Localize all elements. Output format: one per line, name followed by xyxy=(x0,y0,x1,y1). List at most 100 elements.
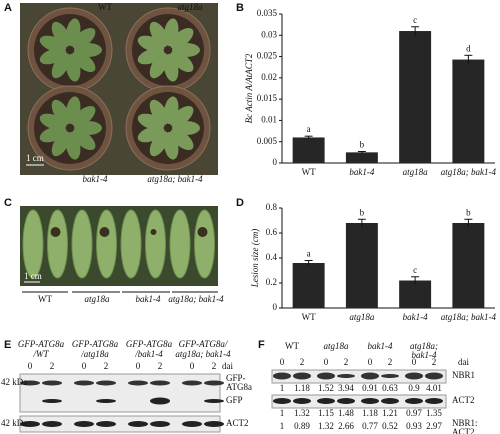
band-quantity: 0.63 xyxy=(382,383,398,393)
lane-label: 0 xyxy=(82,361,87,371)
leaf xyxy=(170,105,194,127)
dai-label: dai xyxy=(222,361,233,371)
blot-header: GFP-ATG8a/ xyxy=(179,339,229,349)
significance-letter: a xyxy=(307,124,311,134)
blot-header: /WT xyxy=(32,349,49,359)
band xyxy=(96,399,116,403)
bar xyxy=(345,152,378,163)
genotype-label: bak1-4 xyxy=(136,294,161,304)
blot-header: GFP-ATG8a xyxy=(126,339,173,349)
leaf xyxy=(170,27,194,49)
leaf xyxy=(51,52,71,79)
band xyxy=(273,398,291,404)
blot-header: bak1-4 xyxy=(368,341,393,351)
band-quantity: 2.97 xyxy=(426,421,442,431)
band xyxy=(96,380,116,386)
y-tick-label: 0.6 xyxy=(266,227,278,237)
leaf xyxy=(51,99,71,126)
lane-label: 2 xyxy=(432,357,437,367)
blot-header: bak1-4 xyxy=(412,350,437,360)
leaf xyxy=(170,129,194,151)
leaf xyxy=(194,209,215,279)
bar xyxy=(399,280,432,308)
leaf xyxy=(120,209,142,279)
y-tick-label: 0.4 xyxy=(266,252,278,262)
lesion xyxy=(150,229,157,235)
y-tick-label: 0.005 xyxy=(257,136,278,146)
blot xyxy=(271,394,447,409)
blot-header: GFP-ATG8a xyxy=(18,339,65,349)
band-label: GFP xyxy=(226,395,243,405)
band xyxy=(405,372,423,380)
scale-label: 1 cm xyxy=(24,271,42,281)
band-label: NBR1: xyxy=(452,418,478,428)
band-label: GFP- xyxy=(226,373,246,383)
lane-label: 0 xyxy=(136,361,141,371)
bar xyxy=(399,31,432,164)
band-quantity: 3.94 xyxy=(338,383,354,393)
band-quantity: 0.9 xyxy=(408,383,420,393)
x-tick-label: WT xyxy=(302,167,316,177)
blot-header: atg18a; xyxy=(410,341,438,351)
band xyxy=(317,398,335,404)
significance-letter: a xyxy=(307,249,311,259)
lane-label: 0 xyxy=(28,361,33,371)
band xyxy=(74,421,94,427)
band xyxy=(150,380,170,386)
lane-label: 2 xyxy=(388,357,393,367)
lane-label: 2 xyxy=(104,361,109,371)
blot-header: WT xyxy=(285,341,299,351)
band xyxy=(405,398,423,404)
band xyxy=(96,421,116,427)
blot-header: /atg18a xyxy=(80,349,109,359)
genotype-label: atg18a xyxy=(84,294,110,304)
band xyxy=(361,372,379,380)
band-quantity: 1.32 xyxy=(294,408,310,418)
band xyxy=(381,398,399,404)
x-tick-label: bak1-4 xyxy=(403,312,428,322)
y-axis-label: Lesion size (cm) xyxy=(250,229,260,289)
band-quantity: 1.18 xyxy=(294,383,310,393)
x-tick-label: bak1-4 xyxy=(349,167,374,177)
band-quantity: 0.77 xyxy=(362,421,378,431)
leaf xyxy=(96,209,117,279)
y-tick-label: 0 xyxy=(273,157,278,167)
blot xyxy=(19,373,221,413)
band-quantity: 1.48 xyxy=(338,408,354,418)
y-tick-label: 0.2 xyxy=(266,277,277,287)
band-quantity: 1.32 xyxy=(318,421,334,431)
band-quantity: 1 xyxy=(280,421,285,431)
bar xyxy=(292,263,325,308)
lesion xyxy=(99,227,110,237)
band xyxy=(42,380,62,386)
leaf xyxy=(39,126,67,143)
y-tick-label: 0.03 xyxy=(261,29,277,39)
blot xyxy=(271,369,447,384)
lane-label: 0 xyxy=(324,357,329,367)
bar xyxy=(345,223,378,308)
y-tick-label: 0.025 xyxy=(257,51,278,61)
band xyxy=(425,372,443,380)
band-quantity: 0.52 xyxy=(382,421,398,431)
leaf xyxy=(72,129,96,151)
band xyxy=(20,421,40,427)
leaf xyxy=(39,48,67,65)
x-tick-label: atg18a; bak1-4 xyxy=(441,167,497,177)
y-tick-label: 0.02 xyxy=(261,72,277,82)
band xyxy=(204,380,224,386)
genotype-label: WT xyxy=(38,294,52,304)
bar xyxy=(452,59,485,163)
band-label: ACT2 xyxy=(226,418,249,428)
lane-label: 2 xyxy=(50,361,55,371)
leaf xyxy=(149,52,169,79)
band xyxy=(128,380,148,386)
band-quantity: 1.15 xyxy=(318,408,334,418)
significance-letter: c xyxy=(413,15,417,25)
band xyxy=(74,380,94,386)
leaf xyxy=(72,51,96,73)
leaf xyxy=(169,209,191,279)
x-tick-label: atg18a; bak1-4 xyxy=(441,312,497,322)
lane-label: 0 xyxy=(368,357,373,367)
leaf xyxy=(22,209,44,279)
band xyxy=(20,380,40,386)
